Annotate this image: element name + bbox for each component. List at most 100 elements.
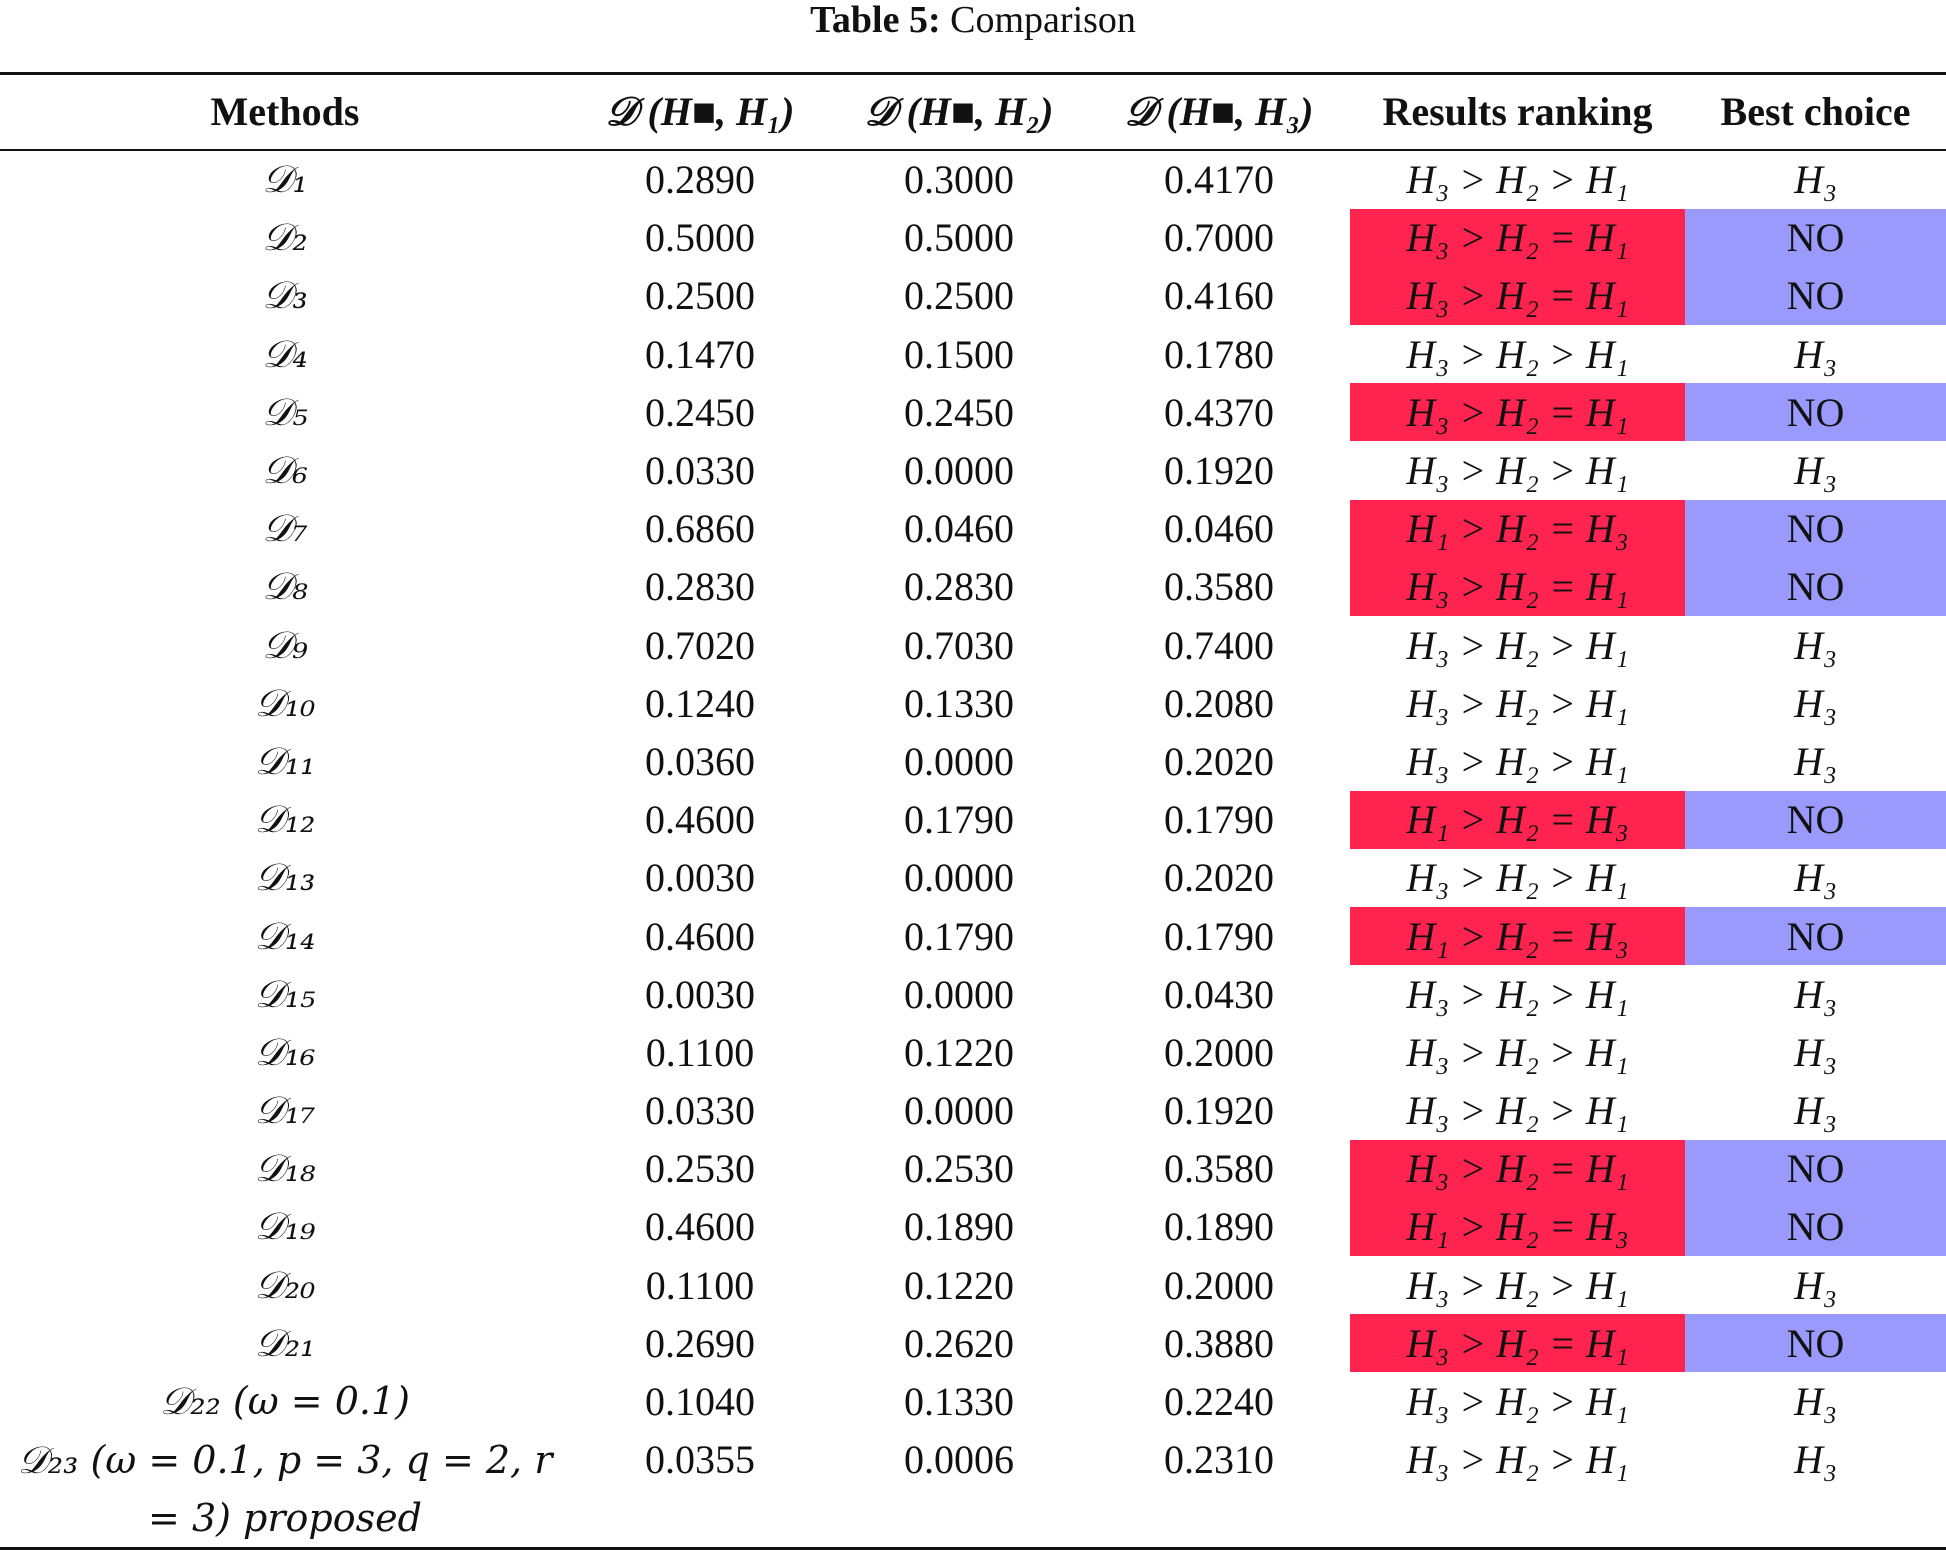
distance-h3-cell: 0.7000 [1164,215,1274,261]
distance-h3-cell: 0.4370 [1164,389,1274,435]
distance-h2-cell: 0.0000 [904,855,1014,901]
best-choice-cell: H₃ [1794,1436,1837,1482]
distance-h2-cell: 0.2530 [904,1146,1014,1192]
distance-h3-cell: 0.1790 [1164,913,1274,959]
best-choice-cell: H₃ [1794,157,1837,203]
method-cell: 𝒟₁ [262,157,308,202]
distance-h2-cell: 0.1890 [904,1204,1014,1250]
distance-h2-cell: 0.7030 [904,622,1014,668]
distance-h3-cell: 0.1780 [1164,331,1274,377]
distance-h3-cell: 0.2240 [1164,1379,1274,1425]
table-row: 𝒟₁₂ 0.4600 0.1790 0.1790 H₁ > H₂ = H₃ NO [0,790,1946,849]
distance-h1-cell: 0.0360 [645,738,755,784]
distance-h3-cell: 0.2020 [1164,738,1274,784]
ranking-cell: H₃ > H₂ > H₁ [1406,157,1629,203]
ranking-cell: H₃ > H₂ > H₁ [1406,448,1629,494]
distance-h3-cell: 0.2000 [1164,1029,1274,1075]
distance-h2-cell: 0.2620 [904,1320,1014,1366]
header-best-choice: Best choice [1685,72,1946,151]
method-cell: 𝒟₂₂ (ω = 0.1) [160,1379,410,1424]
best-choice-cell: NO [1685,208,1946,267]
distance-h3-cell: 0.2000 [1164,1262,1274,1308]
distance-h1-cell: 0.0330 [645,1088,755,1134]
table-row: 𝒟₉ 0.7020 0.7030 0.7400 H₃ > H₂ > H₁ H₃ [0,616,1946,674]
table-row: 𝒟₁₈ 0.2530 0.2530 0.3580 H₃ > H₂ = H₁ NO [0,1139,1946,1198]
distance-h1-cell: 0.1100 [645,1262,755,1308]
table-row: 𝒟₇ 0.6860 0.0460 0.0460 H₁ > H₂ = H₃ NO [0,499,1946,558]
method-cell: 𝒟₁₀ [254,680,316,725]
table-row: 𝒟₂₃ (ω = 0.1, p = 3, q = 2, r = 3) propo… [0,1431,1946,1549]
best-choice-cell: H₃ [1794,1029,1837,1075]
table-row: 𝒟₁₃ 0.0030 0.0000 0.2020 H₃ > H₂ > H₁ H₃ [0,849,1946,907]
table-row: 𝒟₂₁ 0.2690 0.2620 0.3880 H₃ > H₂ = H₁ NO [0,1314,1946,1373]
distance-h1-cell: 0.2830 [645,564,755,610]
distance-h1-cell: 0.1240 [645,680,755,726]
table-row: 𝒟₂ 0.5000 0.5000 0.7000 H₃ > H₂ = H₁ NO [0,208,1946,267]
table-row: 𝒟₁₅ 0.0030 0.0000 0.0430 H₃ > H₂ > H₁ H₃ [0,965,1946,1023]
header-d-h2: 𝒟 (H■, H₂) [830,72,1088,151]
ranking-cell: H₃ > H₂ > H₁ [1406,738,1629,784]
best-choice-cell: H₃ [1794,971,1837,1017]
method-cell: 𝒟₂₁ [254,1320,316,1365]
table-row: 𝒟₆ 0.0330 0.0000 0.1920 H₃ > H₂ > H₁ H₃ [0,441,1946,499]
table-caption: Table 5: Comparison [0,0,1946,40]
method-cell: 𝒟₁₉ [254,1204,316,1249]
method-cell: 𝒟₅ [262,389,308,434]
ranking-cell: H₃ > H₂ > H₁ [1406,680,1629,726]
table-row: 𝒟₁₁ 0.0360 0.0000 0.2020 H₃ > H₂ > H₁ H₃ [0,732,1946,790]
distance-h3-cell: 0.3580 [1164,564,1274,610]
distance-h3-cell: 0.3880 [1164,1320,1274,1366]
distance-h3-cell: 0.2020 [1164,855,1274,901]
distance-h2-cell: 0.1500 [904,331,1014,377]
distance-h1-cell: 0.2450 [645,389,755,435]
method-cell: 𝒟₁₄ [254,913,316,958]
distance-h1-cell: 0.4600 [645,1204,755,1250]
distance-h1-cell: 0.4600 [645,797,755,843]
distance-h1-cell: 0.1470 [645,331,755,377]
distance-h2-cell: 0.0460 [904,506,1014,552]
method-cell: 𝒟₂₃ (ω = 0.1, p = 3, q = 2, r = 3) propo… [17,1437,553,1540]
best-choice-cell: NO [1685,790,1946,849]
ranking-cell: H₁ > H₂ = H₃ [1350,499,1685,558]
header-row: Methods 𝒟 (H■, H₁) 𝒟 (H■, H₂) 𝒟 (H■, H₃)… [0,72,1946,151]
table-row: 𝒟₂₀ 0.1100 0.1220 0.2000 H₃ > H₂ > H₁ H₃ [0,1256,1946,1314]
best-choice-cell: NO [1685,557,1946,616]
best-choice-cell: H₃ [1794,448,1837,494]
distance-h1-cell: 0.6860 [645,506,755,552]
ranking-cell: H₃ > H₂ = H₁ [1350,557,1685,616]
method-cell: 𝒟₄ [262,331,308,376]
method-cell: 𝒟₁₇ [254,1088,316,1133]
best-choice-cell: NO [1685,499,1946,558]
distance-h1-cell: 0.2530 [645,1146,755,1192]
distance-h2-cell: 0.0006 [904,1436,1014,1482]
table-row: 𝒟₁₀ 0.1240 0.1330 0.2080 H₃ > H₂ > H₁ H₃ [0,674,1946,732]
distance-h3-cell: 0.2080 [1164,680,1274,726]
best-choice-cell: NO [1685,1314,1946,1373]
distance-h2-cell: 0.0000 [904,448,1014,494]
best-choice-cell: H₃ [1794,331,1837,377]
distance-h2-cell: 0.0000 [904,1088,1014,1134]
best-choice-cell: H₃ [1794,1088,1837,1134]
method-cell: 𝒟₁₂ [254,797,316,842]
distance-h3-cell: 0.1890 [1164,1204,1274,1250]
ranking-cell: H₁ > H₂ = H₃ [1350,1197,1685,1257]
distance-h2-cell: 0.0000 [904,738,1014,784]
distance-h2-cell: 0.2500 [904,273,1014,319]
distance-h2-cell: 0.1790 [904,913,1014,959]
table-row: 𝒟₄ 0.1470 0.1500 0.1780 H₃ > H₂ > H₁ H₃ [0,325,1946,383]
best-choice-cell: NO [1685,1197,1946,1257]
method-cell: 𝒟₁₈ [254,1146,316,1191]
distance-h2-cell: 0.1790 [904,797,1014,843]
caption-label: Table 5: [810,0,941,41]
table-row: 𝒟₈ 0.2830 0.2830 0.3580 H₃ > H₂ = H₁ NO [0,557,1946,616]
distance-h2-cell: 0.1330 [904,1379,1014,1425]
distance-h3-cell: 0.7400 [1164,622,1274,668]
best-choice-cell: H₃ [1794,855,1837,901]
distance-h1-cell: 0.4600 [645,913,755,959]
distance-h1-cell: 0.5000 [645,215,755,261]
distance-h1-cell: 0.0030 [645,971,755,1017]
ranking-cell: H₃ > H₂ = H₁ [1350,1139,1685,1198]
ranking-cell: H₃ > H₂ = H₁ [1350,266,1685,326]
best-choice-cell: H₃ [1794,622,1837,668]
method-cell: 𝒟₇ [262,506,308,551]
